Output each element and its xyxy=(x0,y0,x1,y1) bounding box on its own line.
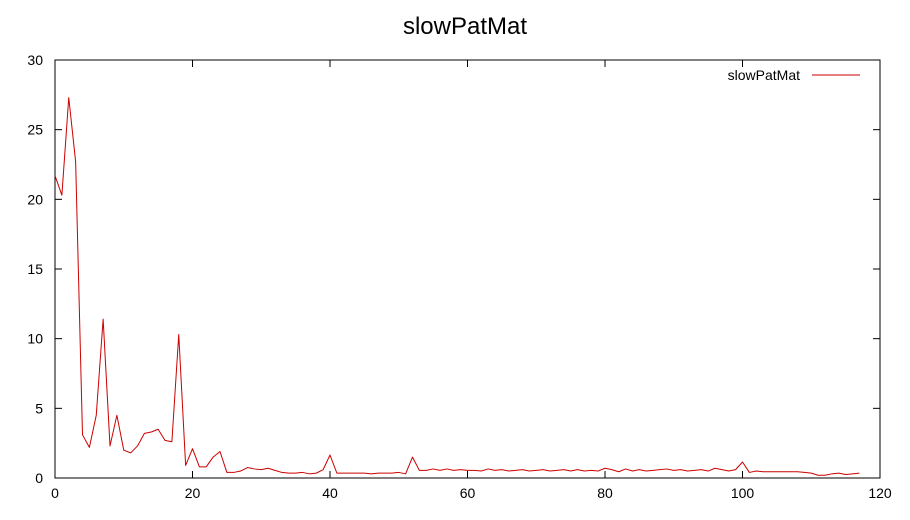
y-tick-label: 25 xyxy=(27,122,43,138)
y-tick-label: 10 xyxy=(27,331,43,347)
y-tick-label: 15 xyxy=(27,261,43,277)
x-tick-label: 20 xyxy=(185,485,201,501)
y-tick-label: 5 xyxy=(35,400,43,416)
y-tick-label: 0 xyxy=(35,470,43,486)
chart-title: slowPatMat xyxy=(403,13,527,40)
x-tick-label: 120 xyxy=(868,485,892,501)
y-axis: 0 5 10 15 20 25 30 xyxy=(27,52,880,486)
y-tick-label: 20 xyxy=(27,191,43,207)
legend: slowPatMat xyxy=(728,67,860,83)
x-axis: 0 20 40 60 80 100 120 xyxy=(51,60,892,501)
plot-frame xyxy=(54,59,881,479)
x-tick-label: 80 xyxy=(597,485,613,501)
y-tick-label: 30 xyxy=(27,52,43,68)
x-tick-label: 0 xyxy=(51,485,59,501)
legend-label-slowpatmat: slowPatMat xyxy=(728,67,800,83)
series-layer xyxy=(54,97,860,476)
x-tick-label: 60 xyxy=(460,485,476,501)
series-line-slowpatmat xyxy=(54,97,860,476)
x-tick-label: 100 xyxy=(731,485,755,501)
x-tick-label: 40 xyxy=(322,485,338,501)
